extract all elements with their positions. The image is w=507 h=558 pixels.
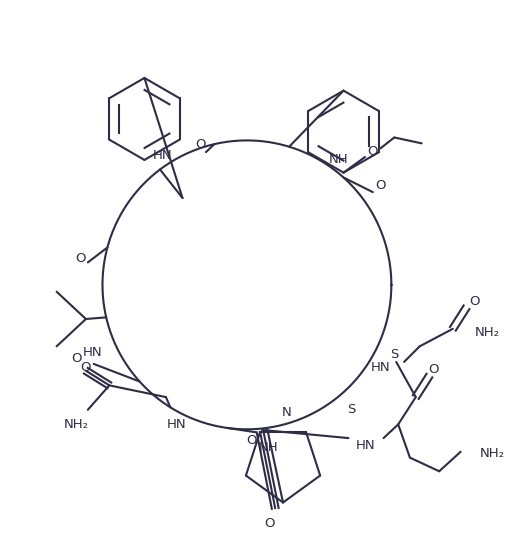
Text: S: S (390, 348, 398, 361)
Text: O: O (195, 138, 205, 151)
Text: O: O (71, 352, 82, 364)
Text: O: O (428, 363, 439, 376)
Text: NH₂: NH₂ (475, 326, 499, 339)
Text: NH: NH (259, 441, 279, 454)
Text: HN: HN (83, 346, 102, 359)
Text: O: O (375, 179, 386, 192)
Text: O: O (264, 517, 275, 531)
Text: HN: HN (356, 439, 376, 453)
Text: NH₂: NH₂ (63, 418, 89, 431)
Text: NH: NH (329, 153, 348, 166)
Text: O: O (75, 252, 85, 265)
Text: NH₂: NH₂ (480, 447, 505, 460)
Text: O: O (246, 434, 257, 446)
Text: O: O (469, 295, 480, 308)
Text: HN: HN (167, 418, 187, 431)
Text: N: N (282, 406, 292, 419)
Text: O: O (81, 362, 91, 374)
Text: HN: HN (153, 150, 172, 162)
Text: O: O (368, 145, 378, 158)
Text: S: S (347, 403, 355, 416)
Text: HN: HN (371, 362, 390, 374)
